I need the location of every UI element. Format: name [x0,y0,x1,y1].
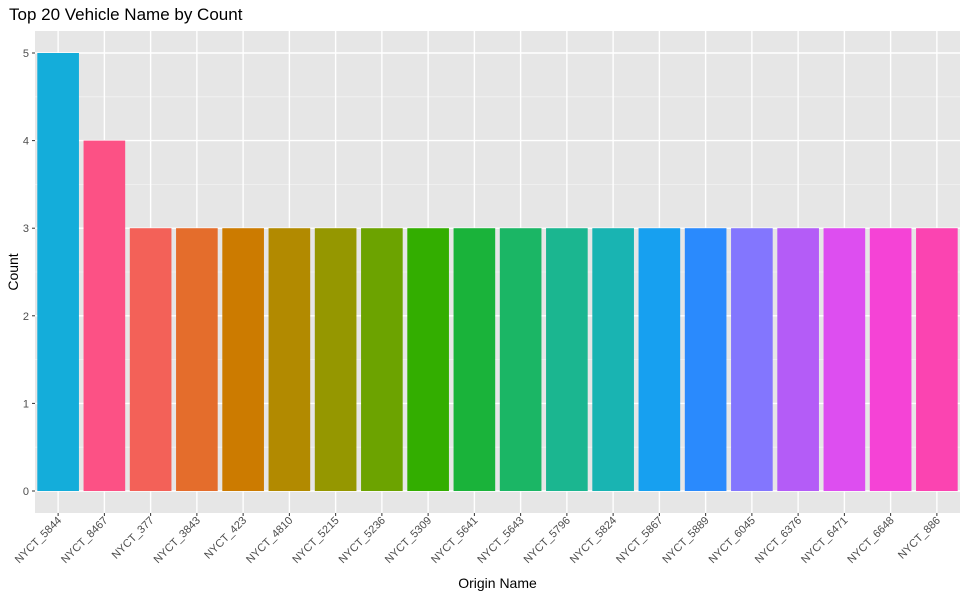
x-tick-label: NYCT_5641 [429,515,480,566]
bar [407,228,449,491]
bar [268,228,311,491]
x-tick-label: NYCT_6471 [799,515,850,566]
x-tick-label: NYCT_377 [110,515,157,562]
bar [592,228,634,491]
y-tick-label: 5 [23,48,29,60]
bar [684,228,727,491]
bars [37,53,958,491]
bar [869,228,912,491]
x-tick-label: NYCT_5889 [660,515,711,566]
bar [222,228,264,491]
x-tick-label: NYCT_6648 [845,515,896,566]
bar [916,228,958,491]
y-tick-label: 4 [23,136,29,148]
x-tick-label: NYCT_8467 [59,515,110,566]
x-tick-label: NYCT_6045 [707,515,758,566]
bar [129,228,172,491]
x-tick-label: NYCT_5215 [290,515,341,566]
x-tick-label: NYCT_423 [202,515,249,562]
y-tick-label: 3 [23,223,29,235]
bar [314,228,357,491]
x-tick-label: NYCT_886 [896,515,943,562]
x-tick-label: NYCT_5236 [337,515,388,566]
bar [453,228,496,491]
x-tick-label: NYCT_5309 [383,515,434,566]
y-tick-label: 1 [23,398,29,410]
x-tick-label: NYCT_5824 [568,515,619,566]
x-tick-label: NYCT_5643 [475,515,526,566]
y-axis: 0 1 2 3 4 5 [23,48,35,498]
x-tick-label: NYCT_5867 [614,515,665,566]
chart-title: Top 20 Vehicle Name by Count [9,5,243,24]
y-tick-label: 0 [23,486,29,498]
y-axis-title: Count [5,253,21,290]
bar [176,228,218,491]
bar [361,228,403,491]
x-tick-label: NYCT_5796 [522,515,573,566]
bar [823,228,866,491]
y-tick-label: 2 [23,311,29,323]
bar [638,228,681,491]
bar [37,53,79,491]
bar [731,228,773,491]
x-tick-label: NYCT_6376 [753,515,804,566]
x-axis-title: Origin Name [458,575,537,591]
x-tick-label: NYCT_4810 [244,515,295,566]
bar [83,140,126,491]
x-tick-label: NYCT_5844 [13,515,64,566]
x-tick-label: NYCT_3843 [152,515,203,566]
bar [777,228,819,491]
bar [499,228,542,491]
bar [546,228,588,491]
